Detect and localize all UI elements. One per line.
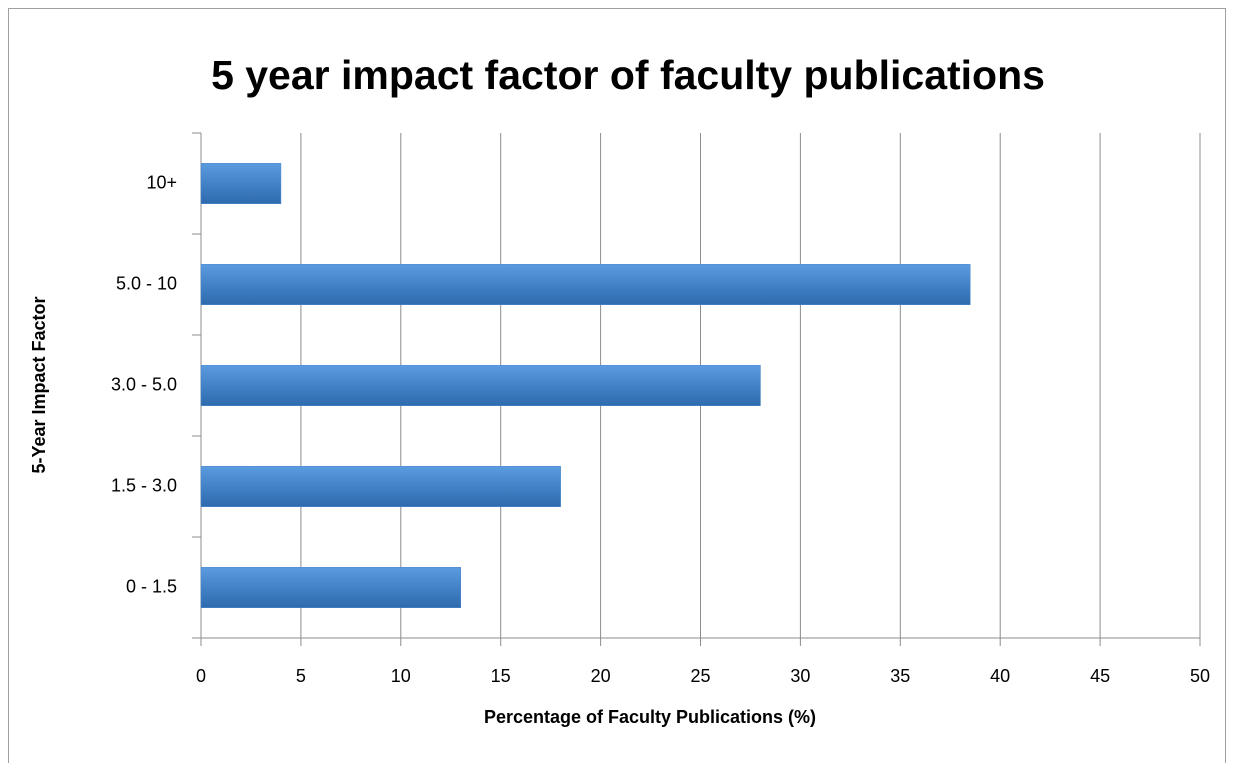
- bar: [200, 365, 761, 406]
- x-tick-label: 25: [690, 666, 710, 686]
- y-tick-label: 1.5 - 3.0: [111, 475, 177, 495]
- y-tick-label: 5.0 - 10: [116, 273, 177, 293]
- y-axis-title: 5-Year Impact Factor: [29, 296, 49, 473]
- bar: [200, 567, 461, 608]
- x-tick-label: 15: [491, 666, 511, 686]
- bar: [200, 163, 282, 204]
- x-tick-label: 20: [591, 666, 611, 686]
- x-tick-label: 5: [296, 666, 306, 686]
- x-tick-label: 0: [196, 666, 206, 686]
- x-axis-title: Percentage of Faculty Publications (%): [484, 707, 816, 727]
- chart-title: 5 year impact factor of faculty publicat…: [211, 52, 1045, 98]
- x-tick-label: 45: [1090, 666, 1110, 686]
- y-tick-label: 0 - 1.5: [126, 576, 177, 596]
- y-tick-label: 10+: [146, 172, 177, 192]
- y-tick-label: 3.0 - 5.0: [111, 374, 177, 394]
- x-tick-label: 50: [1190, 666, 1210, 686]
- chart-frame: [8, 8, 1226, 763]
- x-tick-label: 10: [391, 666, 411, 686]
- bar: [200, 466, 561, 507]
- x-tick-label: 30: [790, 666, 810, 686]
- bar: [200, 264, 971, 305]
- x-tick-label: 40: [990, 666, 1010, 686]
- x-tick-label: 35: [890, 666, 910, 686]
